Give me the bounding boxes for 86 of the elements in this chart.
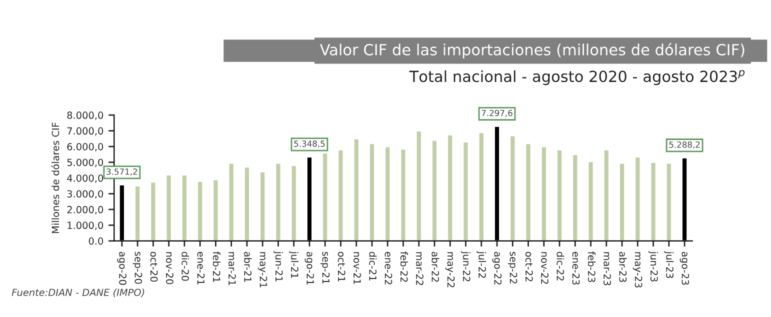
bar — [181, 174, 188, 241]
x-tick-label: ene-23 — [572, 252, 580, 285]
x-tick-label: nov-21 — [354, 252, 361, 284]
y-tick-label: 4.000,0 — [67, 174, 104, 183]
bar — [352, 138, 360, 241]
bar — [134, 185, 141, 241]
bar — [337, 148, 344, 241]
y-tick-label: 3.000,0 — [67, 190, 104, 199]
x-tick-label: sep-20 — [132, 252, 142, 284]
bar — [462, 141, 470, 241]
x-tick-label: jun-23 — [648, 251, 658, 282]
x-tick-label: oct-22 — [525, 252, 533, 282]
x-tick-label: mar-21 — [228, 252, 236, 286]
bar — [196, 180, 204, 241]
x-tick-label: sep-22 — [508, 252, 518, 284]
x-tick-label: oct-21 — [338, 252, 346, 282]
y-tick-label: 2.000,0 — [67, 206, 104, 214]
x-tick-label: feb-23 — [588, 252, 596, 282]
bar — [259, 171, 266, 241]
bar — [446, 134, 454, 241]
chart-title: Valor CIF de las importaciones (millones de dólares CIF) — [320, 43, 744, 58]
bar — [415, 130, 422, 241]
x-tick-label: ene-22 — [384, 252, 392, 284]
bar — [650, 162, 657, 241]
x-tick-label: dic-22 — [556, 252, 564, 280]
x-tick-label: feb-21 — [212, 252, 220, 282]
x-tick-label: may-23 — [632, 252, 642, 288]
data-label: 7.297,6 — [482, 110, 512, 118]
x-tick-label: may-21 — [258, 252, 268, 288]
bar — [572, 154, 579, 241]
x-tick-label: sep-21 — [320, 252, 330, 284]
bar — [634, 156, 642, 241]
x-tick-label: oct-20 — [150, 252, 158, 282]
y-tick-label: 1.000,0 — [68, 222, 104, 230]
bar — [431, 140, 438, 241]
x-tick-label: jun-22 — [461, 251, 470, 282]
x-tick-label: jul-23 — [664, 251, 674, 278]
chart-subtitle: Total nacional - agosto 2020 - agosto 2023$^{p}$ — [409, 70, 745, 86]
x-tick-label: ago-22 — [492, 252, 502, 284]
x-tick-label: ago-23 — [680, 252, 690, 285]
bar — [228, 162, 235, 241]
bar — [509, 134, 516, 241]
bar — [618, 162, 626, 241]
y-tick-label: 5.000,0 — [67, 158, 104, 168]
x-tick-label: ago-20 — [117, 252, 126, 285]
x-tick-label: jun-21 — [274, 251, 283, 282]
y-tick-label: 6.000,0 — [67, 143, 104, 152]
x-tick-label: abr-22 — [432, 252, 440, 282]
x-tick-label: jul-22 — [476, 251, 486, 278]
source-note: Fuente:DIAN - DANE (IMPO) — [12, 288, 144, 298]
x-tick-label: mar-22 — [416, 252, 424, 286]
x-tick-label: mar-23 — [604, 252, 611, 286]
x-tick-label: dic-21 — [369, 252, 377, 281]
x-tick-label: nov-20 — [166, 252, 174, 284]
bar — [587, 160, 594, 241]
bar — [556, 148, 563, 241]
data-label: 5.288,2 — [669, 141, 700, 149]
x-tick-label: nov-22 — [541, 252, 548, 284]
x-tick-label: may-22 — [445, 252, 455, 288]
bar — [290, 164, 298, 241]
x-tick-label: ago-21 — [304, 252, 314, 285]
bar — [274, 162, 282, 241]
x-tick-label: feb-22 — [400, 252, 408, 282]
bar — [524, 142, 532, 241]
x-tick-label: abr-21 — [244, 252, 252, 282]
bar — [478, 132, 485, 241]
bar — [400, 148, 407, 241]
y-axis-title: Millones de dólares CIF — [51, 122, 60, 234]
bar — [665, 162, 672, 241]
x-tick-label: dic-20 — [182, 252, 190, 281]
data-label: 5.348,5 — [294, 140, 325, 148]
bar — [165, 174, 172, 241]
bar — [384, 146, 392, 241]
bar — [212, 178, 220, 241]
y-tick-label: 8.000,0 — [67, 112, 104, 120]
x-tick-label: jul-21 — [289, 251, 299, 278]
bar — [368, 142, 376, 241]
bar — [602, 148, 610, 241]
y-tick-label: 7.000,0 — [67, 127, 104, 136]
data-label: 3.571,2 — [106, 168, 137, 176]
bar — [540, 146, 548, 241]
bar — [244, 166, 250, 241]
x-tick-label: ene-21 — [197, 252, 205, 284]
x-tick-label: abr-23 — [619, 252, 627, 282]
y-tick-label: 0.0 — [88, 237, 104, 245]
bar — [150, 181, 157, 241]
